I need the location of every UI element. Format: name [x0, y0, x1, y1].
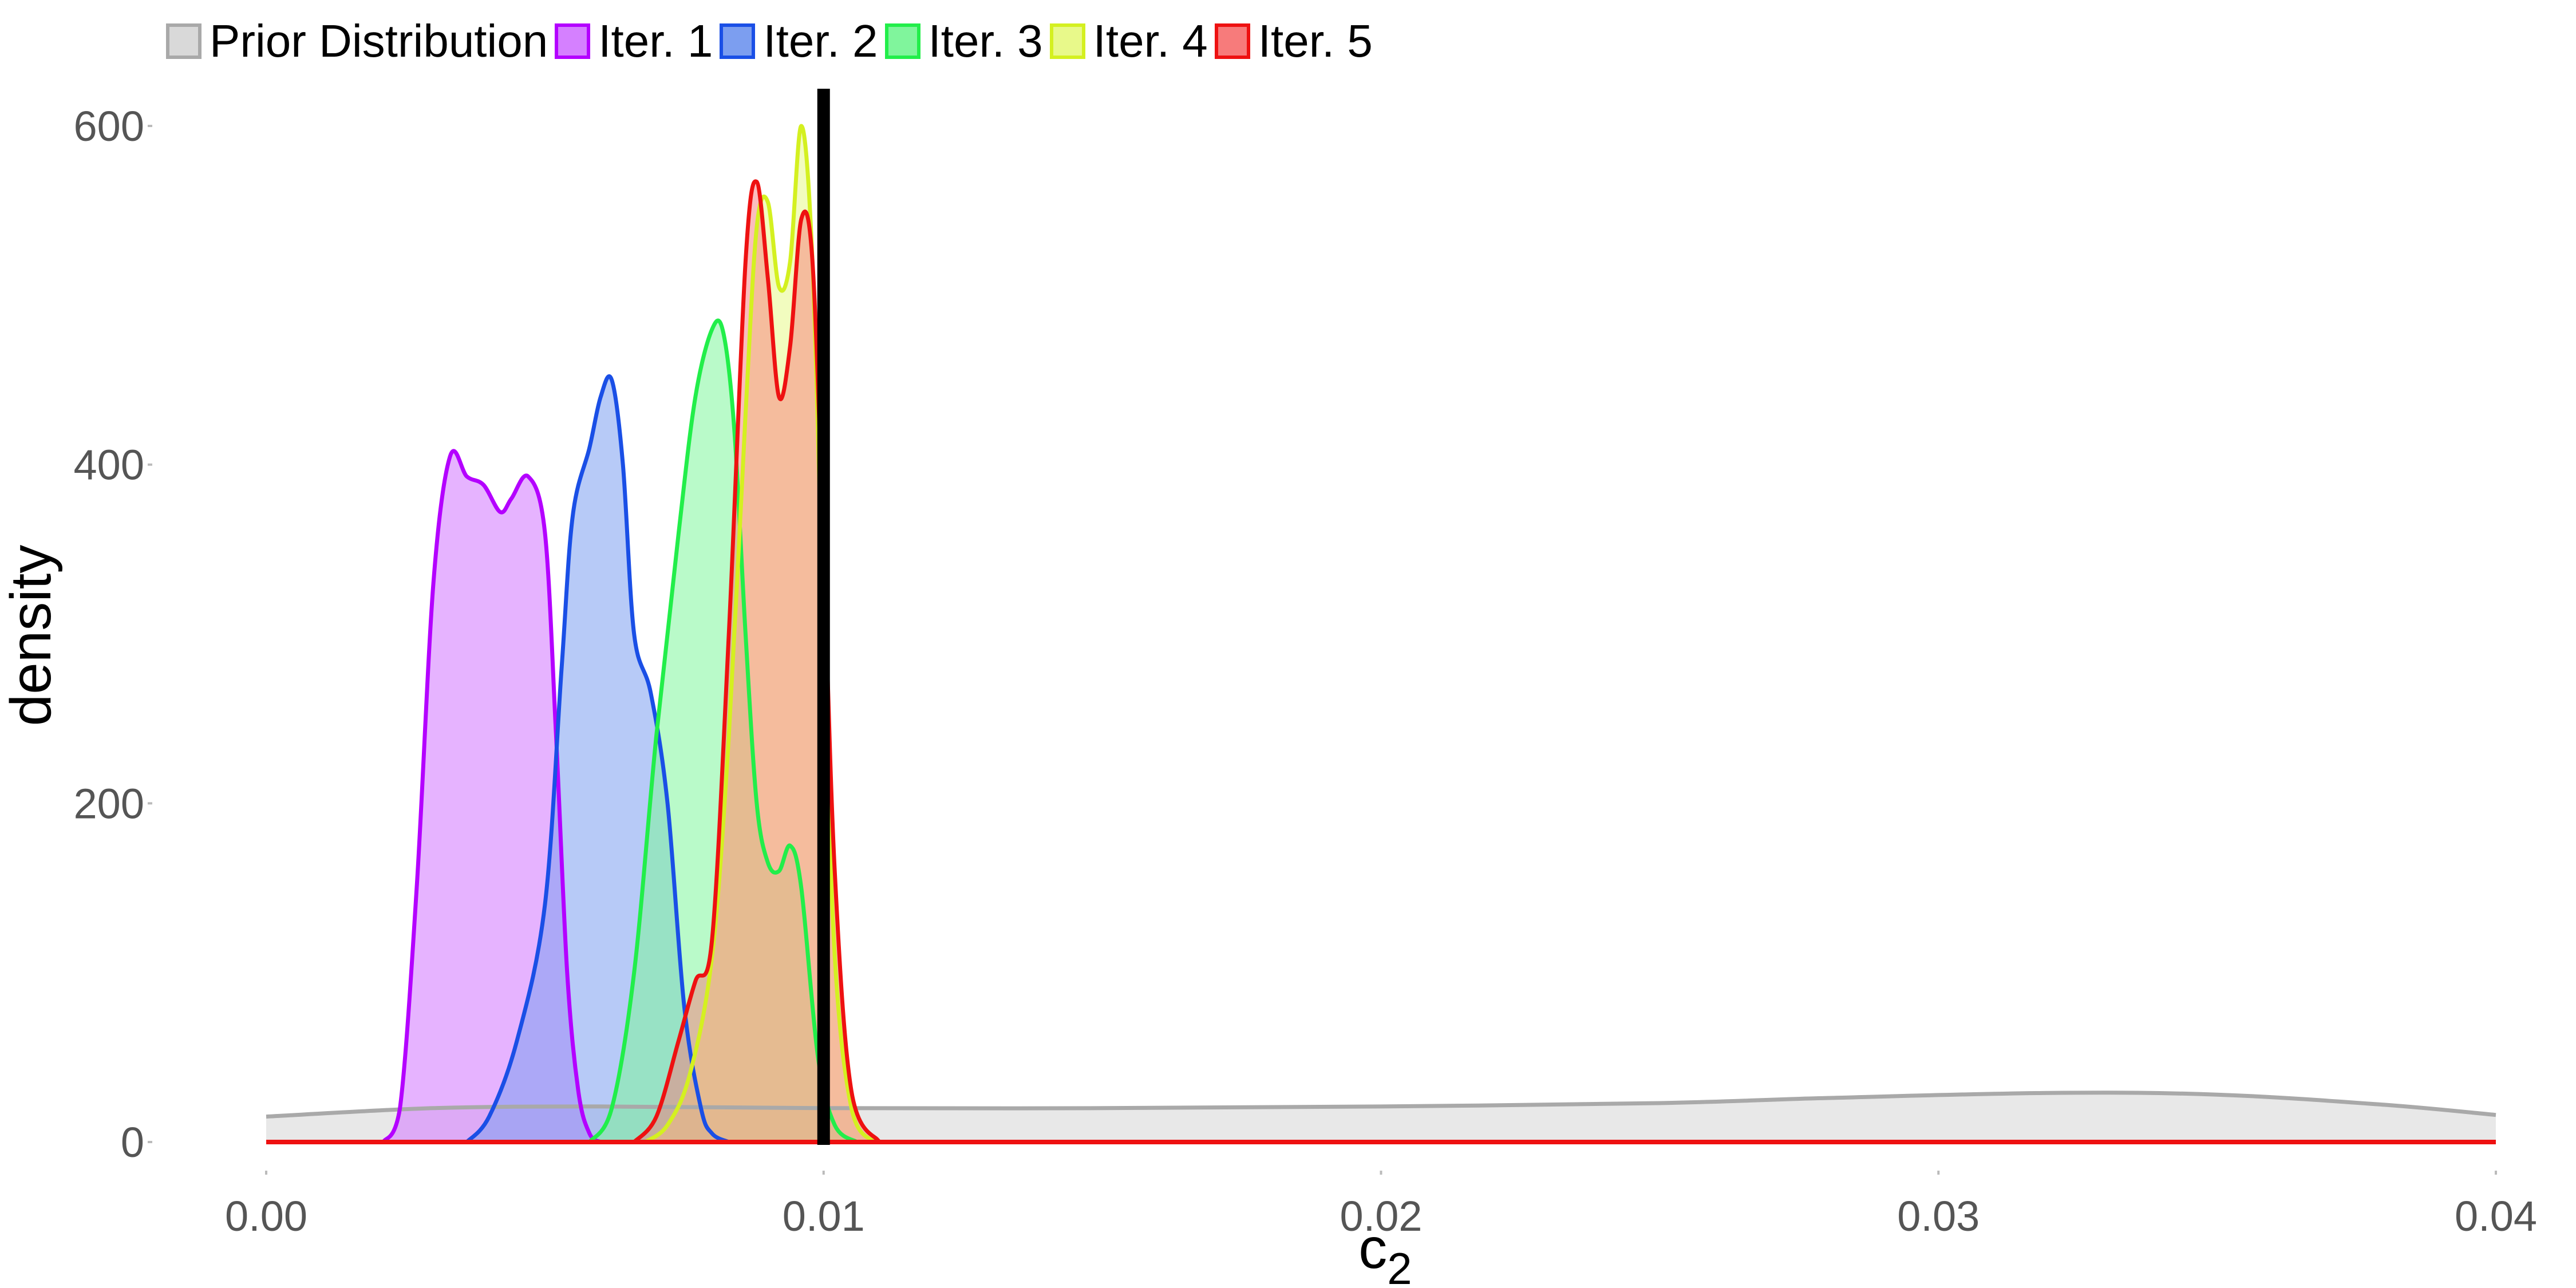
x-tick-label: 0.00: [225, 1192, 307, 1240]
line-iter-2: [465, 374, 730, 1144]
legend-item-iter-1: Iter. 1: [555, 15, 713, 68]
legend-item-iter-5: Iter. 5: [1214, 15, 1373, 68]
y-tick-label: 600: [74, 102, 144, 150]
x-axis-title-subscript: 2: [1387, 1243, 1412, 1288]
x-tick-label: 0.01: [783, 1192, 865, 1240]
x-tick-label: 0.04: [2455, 1192, 2537, 1240]
legend-item-iter-2: Iter. 2: [720, 15, 878, 68]
legend-swatch: [1214, 23, 1250, 59]
legend-swatch: [884, 23, 920, 59]
legend-item-iter-4: Iter. 4: [1049, 15, 1208, 68]
legend-label: Iter. 5: [1258, 15, 1373, 66]
line-iter-1: [381, 449, 602, 1144]
x-axis-title-main: c: [1358, 1216, 1387, 1281]
y-axis-title: density: [0, 545, 63, 726]
y-axis: 0 200 400 600: [74, 102, 152, 1166]
legend-swatch: [1049, 23, 1085, 59]
legend-label: Prior Distribution: [210, 15, 548, 66]
x-axis-title: c2: [1358, 1216, 1412, 1288]
y-tick-label: 0: [121, 1119, 144, 1166]
legend-item-iter-3: Iter. 3: [884, 15, 1043, 68]
legend-swatch: [166, 23, 202, 59]
legend: Prior Distribution Iter. 1 Iter. 2 Iter. 3 I…: [166, 13, 1380, 70]
y-tick-label: 200: [74, 780, 144, 827]
legend-label: Iter. 3: [928, 15, 1043, 66]
legend-item-prior-distribution: Prior Distribution: [166, 15, 548, 68]
legend-label: Iter. 4: [1093, 15, 1208, 66]
y-tick-label: 400: [74, 441, 144, 489]
legend-label: Iter. 1: [598, 15, 713, 66]
legend-swatch: [720, 23, 756, 59]
x-tick-label: 0.03: [1897, 1192, 1980, 1240]
x-axis: 0.00 0.01 0.02 0.03 0.04: [225, 1171, 2537, 1240]
legend-label: Iter. 2: [763, 15, 878, 66]
line-prior-distribution: [266, 1091, 2496, 1119]
legend-swatch: [555, 23, 591, 59]
line-iter-3: [587, 318, 859, 1144]
x-tick-label: 0.02: [1340, 1192, 1422, 1240]
